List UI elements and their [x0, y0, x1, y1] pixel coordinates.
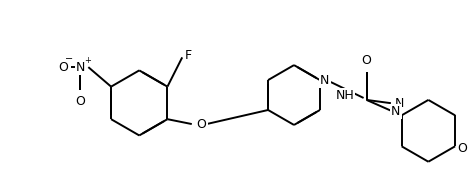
- Text: −: −: [64, 54, 73, 64]
- Text: N: N: [391, 105, 400, 118]
- Text: F: F: [185, 49, 192, 62]
- Text: O: O: [361, 54, 371, 67]
- Text: O: O: [457, 142, 467, 155]
- Text: N: N: [76, 61, 85, 74]
- Text: N: N: [395, 97, 405, 110]
- Text: O: O: [197, 118, 207, 131]
- Text: N: N: [320, 74, 329, 87]
- Text: NH: NH: [336, 89, 354, 102]
- Text: O: O: [58, 61, 68, 74]
- Text: +: +: [84, 56, 91, 65]
- Text: O: O: [76, 95, 86, 108]
